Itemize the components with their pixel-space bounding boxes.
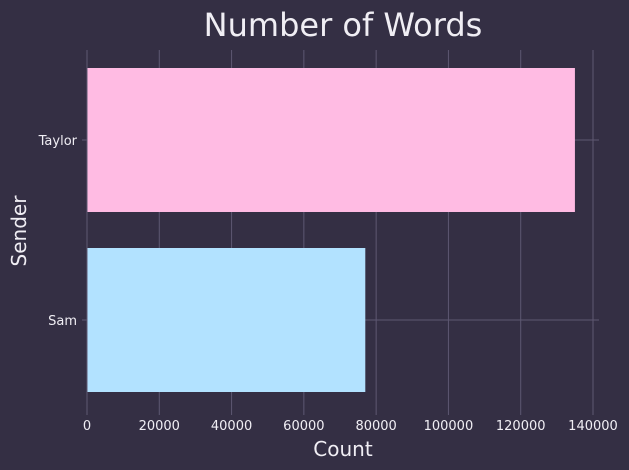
- x-tick-label: 100000: [424, 419, 474, 434]
- x-tick-label: 20000: [139, 419, 180, 434]
- x-axis-label: Count: [313, 437, 373, 461]
- x-tick-label: 80000: [355, 419, 396, 434]
- y-tick-label: Sam: [48, 314, 77, 329]
- x-tick-label: 120000: [496, 419, 546, 434]
- y-tick-label: Taylor: [38, 134, 78, 149]
- bar-layer: [87, 68, 575, 392]
- x-tick-label: 40000: [211, 419, 252, 434]
- x-tick-label: 0: [83, 419, 91, 434]
- chart-title: Number of Words: [204, 6, 483, 44]
- axis-layer: 0 20000 40000 60000 80000 100000 120000 140000 T…: [38, 50, 618, 434]
- x-tick-label: 60000: [283, 419, 324, 434]
- bar-sam: [87, 248, 366, 392]
- y-axis-label: Sender: [7, 195, 31, 267]
- x-tick-label: 140000: [568, 419, 618, 434]
- bar-taylor: [87, 68, 575, 212]
